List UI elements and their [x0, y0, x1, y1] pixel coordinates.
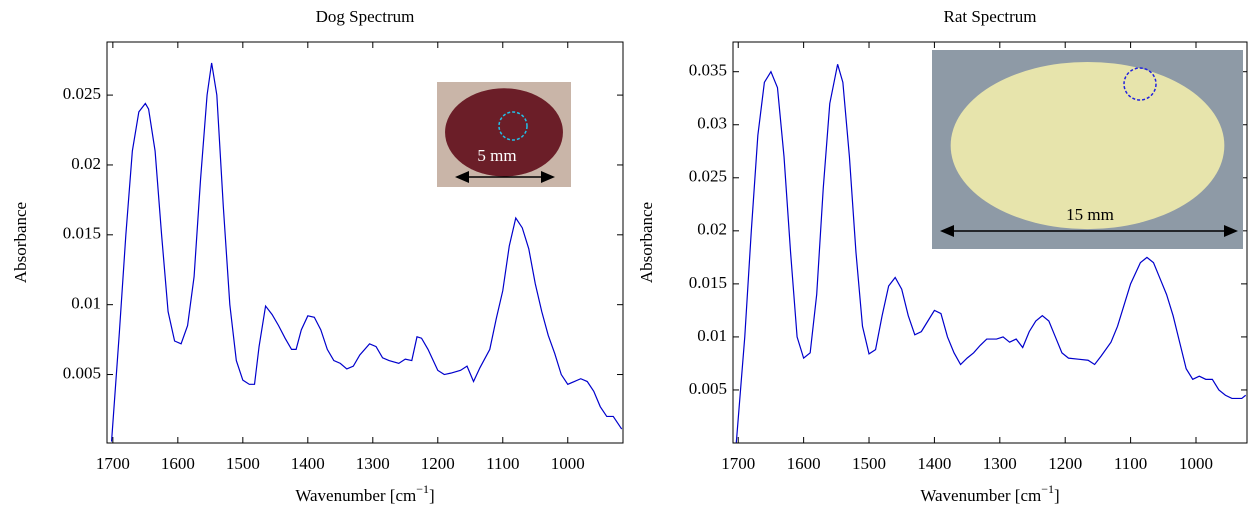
chart-title: Rat Spectrum [943, 7, 1036, 26]
x-tick-label: 1500 [226, 454, 260, 473]
y-axis-label: Absorbance [11, 202, 30, 283]
plot-frame [732, 41, 1248, 444]
y-tick-label: 0.005 [689, 379, 727, 398]
x-tick-label: 1500 [852, 454, 886, 473]
plot-frame [106, 41, 624, 444]
x-axis-label: Wavenumber [cm−1] [920, 482, 1059, 505]
x-tick-label: 1700 [96, 454, 130, 473]
y-tick-label: 0.015 [689, 273, 727, 292]
inset-tissue [445, 88, 563, 177]
x-tick-label: 1600 [787, 454, 821, 473]
inset-tissue [950, 61, 1225, 230]
inset-label: 15 mm [1066, 205, 1114, 224]
x-axis-label-main: Wavenumber [cm [295, 486, 416, 505]
y-tick-label: 0.02 [71, 154, 101, 173]
inset-circle [1123, 67, 1157, 101]
inset-circle [498, 111, 528, 141]
y-axis-label: Absorbance [637, 202, 656, 283]
x-axis-label: Wavenumber [cm−1] [295, 482, 434, 505]
x-tick-label: 1100 [486, 454, 519, 473]
x-tick-label: 1300 [356, 454, 390, 473]
y-tick-label: 0.01 [71, 294, 101, 313]
y-tick-label: 0.025 [689, 167, 727, 186]
x-axis-label-end: ] [429, 486, 435, 505]
x-tick-label: 1100 [1114, 454, 1147, 473]
x-axis-label-sup: −1 [1041, 482, 1054, 496]
chart-title: Dog Spectrum [316, 7, 415, 26]
spectrum-line [110, 62, 623, 442]
y-tick-label: 0.005 [63, 363, 101, 382]
y-tick-label: 0.03 [697, 114, 727, 133]
x-tick-label: 1600 [161, 454, 195, 473]
y-tick-label: 0.035 [689, 61, 727, 80]
spectrum-line [735, 64, 1247, 443]
x-tick-label: 1000 [551, 454, 585, 473]
x-tick-label: 1700 [721, 454, 755, 473]
x-tick-label: 1400 [917, 454, 951, 473]
y-tick-label: 0.015 [63, 224, 101, 243]
x-tick-label: 1200 [1048, 454, 1082, 473]
y-tick-label: 0.02 [697, 220, 727, 239]
x-tick-label: 1400 [291, 454, 325, 473]
y-tick-label: 0.025 [63, 84, 101, 103]
y-tick-label: 0.01 [697, 326, 727, 345]
inset-label: 5 mm [477, 146, 516, 165]
x-tick-label: 1300 [983, 454, 1017, 473]
x-axis-label-end: ] [1054, 486, 1060, 505]
x-axis-label-sup: −1 [416, 482, 429, 496]
x-tick-label: 1200 [421, 454, 455, 473]
x-tick-label: 1000 [1179, 454, 1213, 473]
x-axis-label-main: Wavenumber [cm [920, 486, 1041, 505]
